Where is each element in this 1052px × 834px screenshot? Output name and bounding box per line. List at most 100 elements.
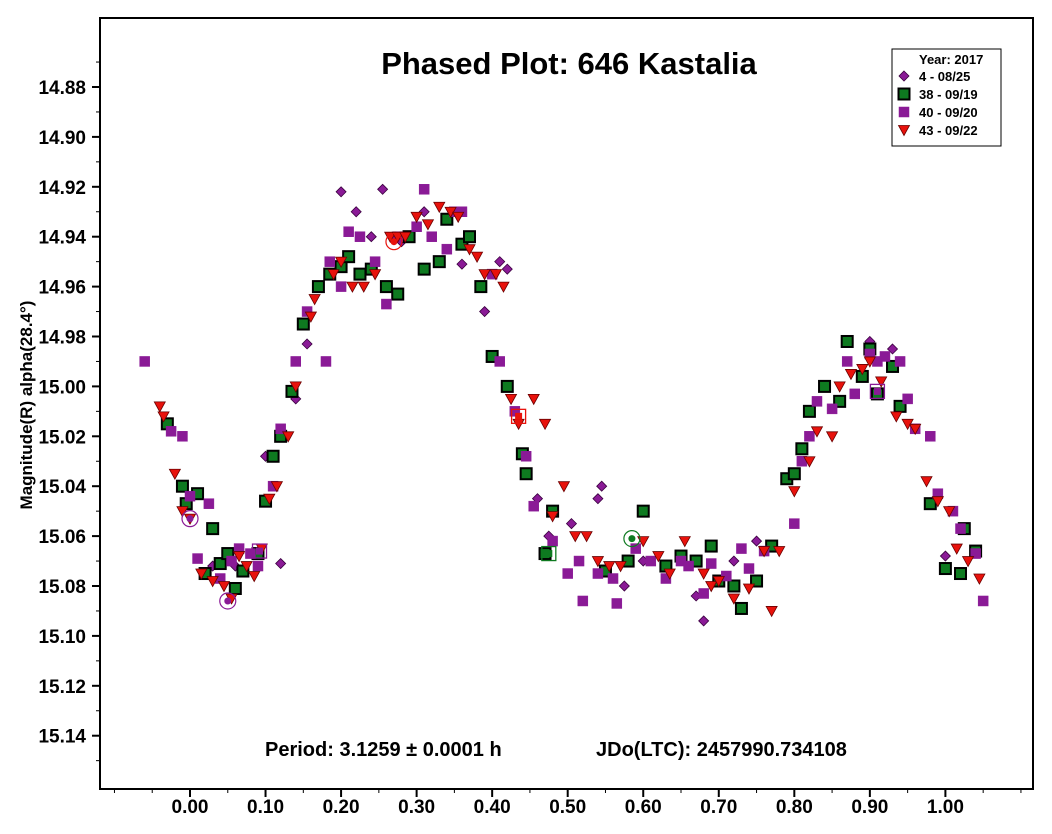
data-point <box>184 490 196 502</box>
data-point <box>432 255 446 269</box>
legend-entry-label: 40 - 09/20 <box>919 105 978 120</box>
data-point <box>750 535 763 547</box>
data-point <box>421 219 435 231</box>
data-point <box>497 281 510 293</box>
data-point <box>592 493 604 505</box>
data-point <box>727 579 741 593</box>
data-point <box>840 334 854 348</box>
data-point <box>282 431 295 443</box>
data-point <box>463 244 476 256</box>
y-tick-label: 14.92 <box>38 178 86 199</box>
x-tick-label: 0.70 <box>700 797 737 818</box>
data-point <box>728 555 740 567</box>
y-tick-label: 15.02 <box>38 427 86 448</box>
data-point <box>217 581 231 593</box>
data-point <box>248 571 261 583</box>
data-point <box>456 206 468 217</box>
data-point <box>538 418 552 431</box>
data-point <box>894 356 906 367</box>
data-point <box>596 480 608 492</box>
data-point <box>354 231 366 242</box>
data-point <box>500 379 514 393</box>
data-point <box>451 211 465 224</box>
data-point <box>925 431 936 442</box>
data-point <box>743 563 755 574</box>
data-point <box>833 394 847 408</box>
series-2 <box>139 184 989 609</box>
data-point <box>528 500 539 512</box>
data-point <box>168 468 182 481</box>
data-point <box>603 561 616 573</box>
x-tick-label: 0.30 <box>398 797 435 818</box>
data-point <box>698 588 709 599</box>
data-point <box>270 481 284 493</box>
y-tick-label: 14.90 <box>38 128 86 149</box>
data-point <box>455 237 469 251</box>
outlined-marker <box>541 545 557 562</box>
data-point <box>970 548 981 559</box>
data-point <box>478 269 491 281</box>
data-point <box>902 393 913 405</box>
outlined-marker-dot <box>390 238 398 246</box>
outlined-marker <box>385 233 403 251</box>
chart-title: Phased Plot: 646 Kastalia <box>381 46 757 81</box>
data-point <box>441 243 453 255</box>
data-point <box>955 523 966 534</box>
data-point <box>773 546 786 558</box>
data-point <box>228 581 242 595</box>
data-point <box>479 305 491 318</box>
data-point <box>565 518 578 530</box>
data-point <box>697 568 710 580</box>
legend-entry-label: 4 - 08/25 <box>919 69 970 84</box>
outlined-marker <box>623 529 641 548</box>
plot-frame <box>99 17 1034 790</box>
data-point <box>757 546 771 558</box>
data-points <box>139 183 989 627</box>
data-point <box>844 369 858 381</box>
data-point <box>308 294 321 306</box>
data-point <box>320 356 332 367</box>
data-point <box>833 381 846 393</box>
data-point <box>546 511 559 523</box>
data-point <box>399 231 412 244</box>
data-point <box>335 281 347 292</box>
legend-marker <box>897 87 911 101</box>
data-point <box>973 573 986 585</box>
data-point <box>381 298 392 310</box>
data-point <box>456 258 468 270</box>
data-point <box>369 256 381 267</box>
data-point <box>704 539 718 553</box>
x-tick-label: 0.10 <box>247 797 284 818</box>
outlined-marker <box>510 408 527 424</box>
data-point <box>875 376 888 388</box>
data-point <box>789 518 800 529</box>
data-point <box>849 388 861 400</box>
data-point <box>841 356 853 367</box>
y-tick-label: 15.00 <box>38 377 86 398</box>
data-point <box>890 411 903 423</box>
y-tick-label: 15.14 <box>38 727 86 748</box>
data-point <box>573 555 585 567</box>
y-tick-label: 14.96 <box>38 278 86 299</box>
data-point <box>304 311 318 323</box>
data-point <box>787 467 801 481</box>
y-tick-label: 15.08 <box>38 577 86 598</box>
data-point <box>879 351 891 362</box>
data-point <box>342 250 356 264</box>
y-axis-label: Magnitude(R) alpha(28.4°) <box>17 301 36 510</box>
data-point <box>433 201 446 214</box>
data-point <box>411 221 422 232</box>
x-tick-label: 0.80 <box>776 797 813 818</box>
x-tick-label: 0.00 <box>172 797 209 818</box>
data-point <box>961 556 975 568</box>
legend: Year: 2017 4 - 08/25 38 - 09/19 40 - 09/20… <box>891 48 1002 147</box>
x-tick-label: 0.50 <box>549 797 586 818</box>
data-point <box>165 426 177 437</box>
data-point <box>236 564 250 578</box>
data-point <box>263 493 276 506</box>
data-point <box>863 356 877 368</box>
legend-marker <box>897 125 911 137</box>
data-point <box>203 498 215 509</box>
data-point <box>527 393 540 406</box>
